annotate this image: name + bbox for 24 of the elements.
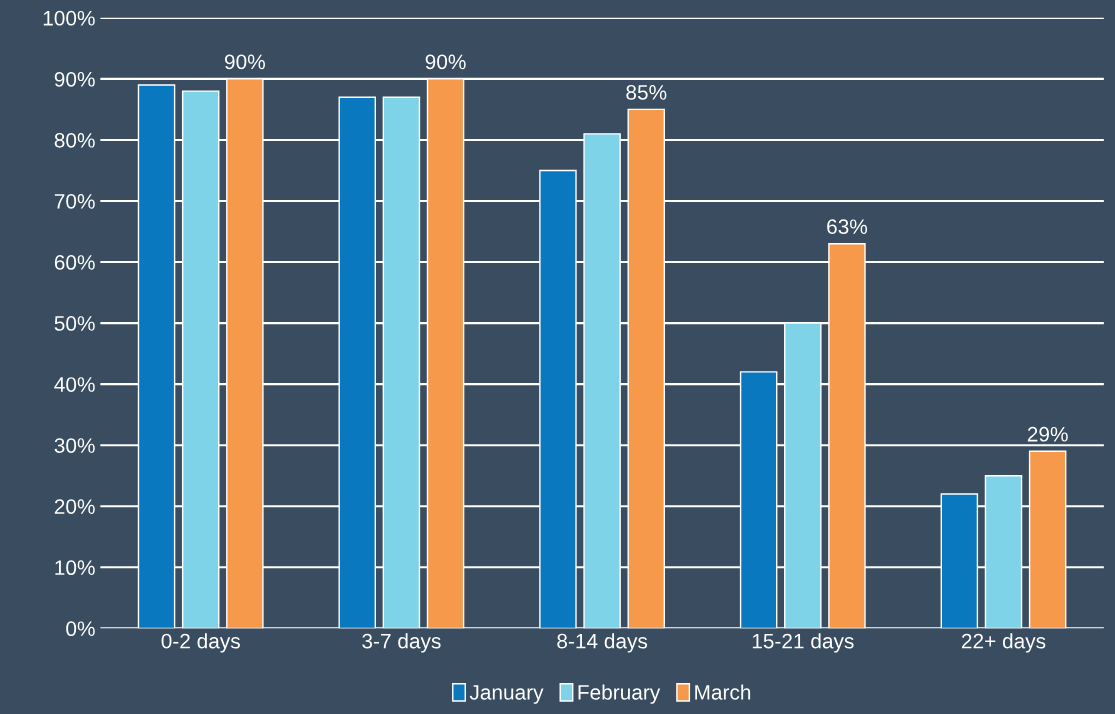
y-tick-label: 90% [54, 71, 95, 87]
y-tick-label: 0% [66, 621, 95, 637]
y-tick-label: 60% [54, 255, 95, 270]
legend-label: February [578, 684, 661, 704]
y-tick-label: 80% [54, 132, 95, 148]
y-tick-label: 70% [54, 193, 95, 209]
legend-label: March [695, 684, 751, 700]
y-tick-label: 100% [43, 10, 95, 26]
x-tick-label: 15-21 days [752, 633, 854, 653]
x-tick-label: 3-7 days [362, 633, 441, 653]
data-label: 90% [224, 54, 265, 70]
x-tick-label: 0-2 days [161, 633, 240, 653]
legend-label: January [469, 685, 544, 704]
y-tick-label: 30% [54, 438, 95, 453]
x-tick-label: 22+ days [961, 633, 1046, 653]
y-tick-label: 40% [54, 377, 95, 392]
y-tick-label: 20% [54, 499, 95, 514]
data-label: 29% [1027, 426, 1068, 442]
data-label: 63% [827, 219, 868, 235]
x-tick-label: 8-14 days [557, 633, 648, 653]
y-tick-label: 50% [54, 316, 95, 331]
data-label: 90% [425, 54, 466, 70]
y-tick-label: 10% [55, 560, 95, 576]
data-label: 85% [626, 84, 667, 100]
